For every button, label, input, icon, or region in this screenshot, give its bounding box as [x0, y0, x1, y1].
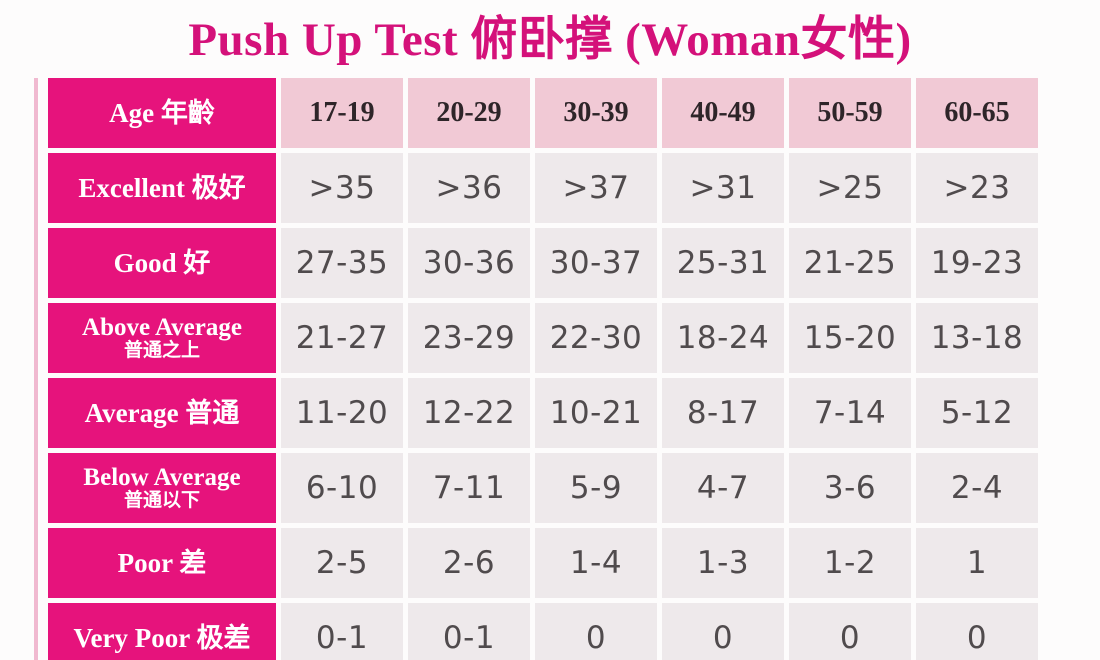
table-row: Average 普通 11-20 12-22 10-21 8-17 7-14 5-12 — [48, 378, 1038, 448]
value-cell: 0-1 — [281, 603, 403, 660]
value-cell: >35 — [281, 153, 403, 223]
age-group-cell: 20-29 — [408, 78, 530, 148]
value-cell: 10-21 — [535, 378, 657, 448]
value-cell: >25 — [789, 153, 911, 223]
value-cell: 18-24 — [662, 303, 784, 373]
value-cell: 2-5 — [281, 528, 403, 598]
table-row: Poor 差 2-5 2-6 1-4 1-3 1-2 1 — [48, 528, 1038, 598]
age-group-cell: 40-49 — [662, 78, 784, 148]
value-cell: >31 — [662, 153, 784, 223]
value-cell: 1-3 — [662, 528, 784, 598]
value-cell: 30-37 — [535, 228, 657, 298]
row-label: Above Average 普通之上 — [48, 303, 276, 373]
row-label: Below Average 普通以下 — [48, 453, 276, 523]
table-row: Below Average 普通以下 6-10 7-11 5-9 4-7 3-6 2-4 — [48, 453, 1038, 523]
table-row: Good 好 27-35 30-36 30-37 25-31 21-25 19-23 — [48, 228, 1038, 298]
age-group-cell: 30-39 — [535, 78, 657, 148]
value-cell: 15-20 — [789, 303, 911, 373]
value-cell: 2-6 — [408, 528, 530, 598]
value-cell: 1-4 — [535, 528, 657, 598]
value-cell: 5-9 — [535, 453, 657, 523]
value-cell: 27-35 — [281, 228, 403, 298]
value-cell: 6-10 — [281, 453, 403, 523]
value-cell: 7-11 — [408, 453, 530, 523]
value-cell: 19-23 — [916, 228, 1038, 298]
age-group-cell: 17-19 — [281, 78, 403, 148]
value-cell: 0 — [789, 603, 911, 660]
value-cell: 1 — [916, 528, 1038, 598]
row-label: Excellent 极好 — [48, 153, 276, 223]
age-group-cell: 60-65 — [916, 78, 1038, 148]
row-label-zh: 普通以下 — [123, 489, 200, 511]
value-cell: >37 — [535, 153, 657, 223]
row-label: Good 好 — [48, 228, 276, 298]
value-cell: 0 — [535, 603, 657, 660]
value-cell: 7-14 — [789, 378, 911, 448]
value-cell: 5-12 — [916, 378, 1038, 448]
table-row-age-header: Age 年齡 17-19 20-29 30-39 40-49 50-59 60-65 — [48, 78, 1038, 148]
table-row: Excellent 极好 >35 >36 >37 >31 >25 >23 — [48, 153, 1038, 223]
value-cell: 4-7 — [662, 453, 784, 523]
table-row: Very Poor 极差 0-1 0-1 0 0 0 0 — [48, 603, 1038, 660]
age-group-cell: 50-59 — [789, 78, 911, 148]
value-cell: 22-30 — [535, 303, 657, 373]
value-cell: >23 — [916, 153, 1038, 223]
value-cell: 25-31 — [662, 228, 784, 298]
row-label: Poor 差 — [48, 528, 276, 598]
value-cell: 23-29 — [408, 303, 530, 373]
value-cell: 12-22 — [408, 378, 530, 448]
value-cell: 8-17 — [662, 378, 784, 448]
pushup-table: Age 年齡 17-19 20-29 30-39 40-49 50-59 60-65 Exce… — [43, 73, 1043, 660]
pushup-table-body: Age 年齡 17-19 20-29 30-39 40-49 50-59 60-65 Exce… — [48, 78, 1038, 660]
page-title: Push Up Test 俯卧撑 (Woman女性) — [188, 14, 912, 66]
row-label: Average 普通 — [48, 378, 276, 448]
value-cell: 13-18 — [916, 303, 1038, 373]
value-cell: 0 — [916, 603, 1038, 660]
value-cell: 21-25 — [789, 228, 911, 298]
table-row: Above Average 普通之上 21-27 23-29 22-30 18-24 15-… — [48, 303, 1038, 373]
value-cell: 3-6 — [789, 453, 911, 523]
value-cell: 11-20 — [281, 378, 403, 448]
row-label-age: Age 年齡 — [48, 78, 276, 148]
value-cell: 1-2 — [789, 528, 911, 598]
value-cell: 2-4 — [916, 453, 1038, 523]
table-left-border — [34, 78, 38, 660]
value-cell: 30-36 — [408, 228, 530, 298]
value-cell: 0 — [662, 603, 784, 660]
value-cell: 21-27 — [281, 303, 403, 373]
row-label-zh: 普通之上 — [123, 339, 200, 361]
value-cell: >36 — [408, 153, 530, 223]
row-label: Very Poor 极差 — [48, 603, 276, 660]
value-cell: 0-1 — [408, 603, 530, 660]
row-label-en: Below Average — [83, 463, 241, 491]
row-label-en: Above Average — [82, 313, 242, 341]
